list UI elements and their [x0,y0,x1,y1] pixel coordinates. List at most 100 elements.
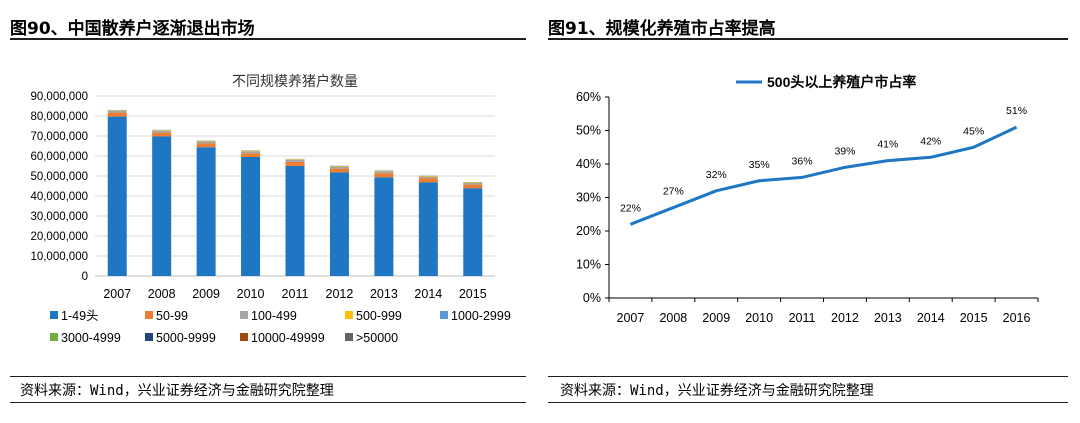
bar-legend-swatch [50,311,58,319]
line-y-tick-label: 50% [576,124,601,138]
bar-chart-title: 不同规模养猪户数量 [232,73,358,89]
bar-x-tick-label: 2010 [237,287,265,301]
line-data-label: 35% [749,159,770,171]
line-x-tick-label: 2008 [659,311,687,325]
line-x-tick-label: 2012 [831,311,859,325]
bar-x-tick-label: 2011 [282,287,309,301]
bar-segment [196,140,216,142]
bar-legend-label: 100-499 [251,309,297,323]
bar-segment [107,112,127,117]
line-y-tick-label: 0% [583,291,601,305]
left-top-rule [10,38,526,40]
bar-x-tick-label: 2009 [192,287,220,301]
line-x-tick-label: 2013 [874,311,902,325]
bar-segment [152,136,172,276]
bar-y-tick-label: 60,000,000 [30,151,88,163]
bar-legend-label: >50000 [356,331,398,345]
line-y-tick-label: 60% [576,90,601,104]
bar-x-tick-label: 2013 [370,287,398,301]
line-data-label: 39% [834,145,855,157]
bar-y-tick-label: 30,000,000 [30,211,88,223]
line-legend-label: 500头以上养殖户市占率 [767,74,916,90]
line-data-label: 32% [706,169,727,181]
bar-segment [374,173,394,178]
line-data-label: 36% [792,155,813,167]
bar-segment [196,141,216,144]
bar-legend-swatch [440,311,448,319]
bar-legend-swatch [345,311,353,319]
bar-y-tick-label: 80,000,000 [30,111,88,123]
line-data-label: 41% [877,139,898,151]
line-data-label: 27% [663,186,684,198]
bar-segment [152,130,172,133]
bar-segment [463,188,483,276]
right-source-rule [548,376,1068,377]
bar-segment [418,182,438,276]
bar-legend-label: 1-49头 [61,309,99,323]
bar-segment [241,157,261,276]
right-source-note: 资料来源：Wind，兴业证券经济与金融研究院整理 [560,383,874,399]
line-data-label: 22% [620,202,641,214]
right-bottom-rule [548,402,1068,403]
line-x-tick-label: 2007 [617,311,645,325]
left-figure-panel: 图90、中国散养户逐渐退出市场 不同规模养猪户数量 0 10,000,000 20,0… [10,19,526,403]
line-x-tick-label: 2010 [745,311,773,325]
bar-segment [374,170,394,172]
bar-legend-label: 10000-49999 [251,331,325,345]
bar-legend-label: 5000-9999 [156,331,216,345]
bar-y-tick-label: 90,000,000 [30,91,88,103]
bar-x-tick-label: 2015 [459,287,487,301]
line-y-tick-label: 40% [576,157,601,171]
bar-y-tick-label: 50,000,000 [30,171,88,183]
bar-segment [463,182,483,183]
line-data-label: 42% [920,135,941,147]
bar-segment [285,159,305,162]
bar-segment [329,168,349,173]
bar-y-tick-label: 0 [82,271,88,283]
bar-x-tick-label: 2007 [103,287,131,301]
line-x-tick-label: 2014 [917,311,945,325]
line-y-tick-label: 10% [576,258,601,272]
bar-x-tick-label: 2014 [414,287,442,301]
bar-legend-swatch [145,311,153,319]
bar-y-tick-label: 40,000,000 [30,191,88,203]
bar-x-tick-label: 2008 [148,287,176,301]
bar-segment [418,176,438,179]
bar-segment [374,177,394,276]
right-top-rule [548,38,1068,40]
bar-legend-label: 3000-4999 [61,331,121,345]
bar-segment [107,116,127,276]
right-figure-title: 图91、规模化养殖市占率提高 [548,19,776,39]
left-bottom-rule [10,402,526,403]
bar-segment [241,150,261,152]
bar-segment [241,151,261,154]
stacked-bar-chart: 不同规模养猪户数量 0 10,000,000 20,000,000 30,000,000… [30,73,511,345]
bar-x-tick-label: 2012 [326,287,354,301]
bar-legend-label: 1000-2999 [451,309,511,323]
bar-segment [418,175,438,177]
bar-y-tick-label: 70,000,000 [30,131,88,143]
bar-y-tick-label: 10,000,000 [30,251,88,263]
line-series-share [629,125,1018,226]
line-y-tick-label: 30% [576,191,601,205]
bar-segment [241,153,261,157]
bar-segment [196,147,216,276]
line-x-tick-label: 2015 [960,311,988,325]
bar-segment [329,166,349,167]
bar-segment [152,132,172,137]
line-x-tick-label: 2016 [1003,311,1031,325]
bar-segment [107,110,127,113]
right-figure-panel: 图91、规模化养殖市占率提高 0% 10% 20% 30% 40% 50% 60% 22% 27… [540,0,1080,423]
bar-segment [374,171,394,174]
bar-legend-label: 50-99 [156,309,188,323]
bar-segment [418,178,438,183]
bar-segment [463,184,483,189]
bar-segment [329,166,349,169]
line-y-tick-label: 20% [576,224,601,238]
bar-legend-swatch [345,333,353,341]
bar-legend-swatch [50,333,58,341]
bar-legend-swatch [240,311,248,319]
bar-legend-swatch [145,333,153,341]
left-figure-title: 图90、中国散养户逐渐退出市场 [10,19,255,39]
bar-segment [463,182,483,185]
